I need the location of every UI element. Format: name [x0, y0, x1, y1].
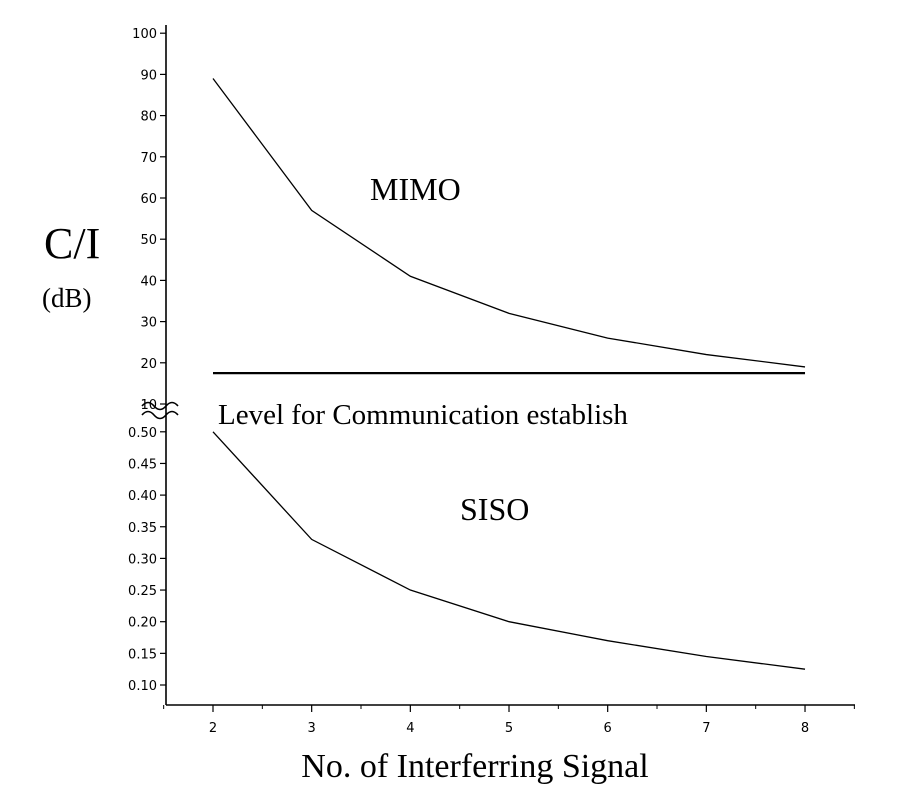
- y-tick-label-lower-8: 0.50: [128, 426, 157, 441]
- y-tick-label-upper-8: 90: [140, 68, 157, 83]
- y-tick-label-upper-7: 80: [140, 110, 157, 125]
- y-tick-label-upper-0: 10: [140, 398, 157, 413]
- y-tick-label-upper-3: 40: [140, 274, 157, 289]
- series-label-mimo: MIMO: [370, 171, 461, 207]
- y-tick-label-upper-2: 30: [140, 316, 157, 331]
- x-tick-label-3: 5: [505, 721, 513, 736]
- y-tick-label-lower-7: 0.45: [128, 457, 157, 472]
- threshold-label: Level for Communication establish: [218, 399, 628, 431]
- y-tick-label-lower-6: 0.40: [128, 489, 157, 504]
- x-tick-label-2: 4: [406, 721, 414, 736]
- y-tick-label-lower-0: 0.10: [128, 679, 157, 694]
- y-ticks-upper: 10 20 30 40 50 60 70 80 90 100: [132, 27, 166, 413]
- y-ticks-lower: 0.10 0.15 0.20 0.25 0.30 0.35 0.40 0.45 0.50: [128, 426, 166, 694]
- y-tick-label-upper-1: 20: [140, 357, 157, 372]
- y-axis-label: C/I: [44, 219, 100, 268]
- y-tick-label-upper-5: 60: [140, 192, 157, 207]
- y-tick-label-lower-5: 0.35: [128, 521, 157, 536]
- x-ticks: 2 3 4 5 6 7 8: [163, 705, 855, 736]
- x-tick-label-6: 8: [801, 721, 809, 736]
- x-tick-label-1: 3: [308, 721, 316, 736]
- series-line-mimo: [212, 78, 806, 368]
- x-tick-label-0: 2: [209, 721, 217, 736]
- y-axis-unit-label: (dB): [42, 283, 92, 313]
- y-tick-label-lower-1: 0.15: [128, 647, 157, 662]
- series-line-siso: [212, 431, 806, 670]
- y-tick-label-lower-3: 0.25: [128, 584, 157, 599]
- y-tick-label-upper-6: 70: [140, 151, 157, 166]
- y-tick-label-upper-4: 50: [140, 233, 157, 248]
- x-axis-label: No. of Interferring Signal: [301, 748, 648, 785]
- y-tick-label-lower-4: 0.30: [128, 552, 157, 567]
- series: [212, 78, 806, 670]
- axis-break-icon: [141, 401, 179, 420]
- axes: [141, 25, 855, 706]
- x-tick-label-4: 6: [604, 721, 612, 736]
- series-label-siso: SISO: [460, 491, 529, 527]
- x-tick-label-5: 7: [702, 721, 710, 736]
- y-tick-label-lower-2: 0.20: [128, 616, 157, 631]
- y-tick-label-upper-9: 100: [132, 27, 157, 42]
